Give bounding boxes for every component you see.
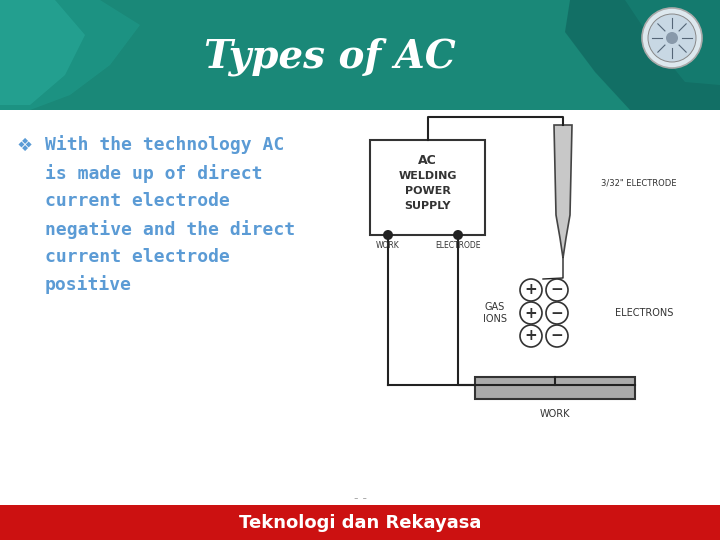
Text: WORK: WORK [540, 409, 570, 419]
Circle shape [648, 14, 696, 62]
Text: +: + [525, 282, 537, 298]
Circle shape [546, 302, 568, 324]
Bar [370, 140, 485, 235]
Polygon shape [554, 125, 572, 258]
Text: 3/32" ELECTRODE: 3/32" ELECTRODE [601, 179, 677, 187]
Text: GAS
IONS: GAS IONS [483, 302, 507, 324]
Circle shape [546, 279, 568, 301]
Bar [0, 0, 720, 110]
Bar [475, 377, 635, 399]
Text: ELECTRODE: ELECTRODE [436, 241, 481, 250]
Text: +: + [525, 306, 537, 321]
Circle shape [546, 325, 568, 347]
Polygon shape [0, 0, 140, 110]
Text: - -: - - [354, 491, 366, 504]
Text: AC: AC [418, 153, 437, 166]
Polygon shape [0, 0, 85, 105]
Circle shape [383, 230, 393, 240]
Circle shape [453, 230, 463, 240]
Text: WELDING: WELDING [398, 171, 456, 181]
Text: POWER: POWER [405, 186, 451, 196]
Circle shape [520, 325, 542, 347]
Polygon shape [625, 0, 720, 85]
Text: −: − [551, 328, 563, 343]
Text: ❖: ❖ [17, 137, 33, 155]
Text: With the technology AC
is made up of direct
current electrode
negative and the d: With the technology AC is made up of dir… [45, 135, 295, 294]
Text: Teknologi dan Rekayasa: Teknologi dan Rekayasa [239, 514, 481, 531]
Text: Types of AC: Types of AC [204, 38, 456, 76]
Text: ELECTRONS: ELECTRONS [615, 308, 673, 318]
Polygon shape [565, 0, 720, 110]
Text: −: − [551, 282, 563, 298]
Text: WORK: WORK [376, 241, 400, 250]
Circle shape [520, 302, 542, 324]
Text: −: − [551, 306, 563, 321]
Bar [0, 505, 720, 540]
Bar [0, 110, 720, 505]
Circle shape [520, 279, 542, 301]
Circle shape [666, 32, 678, 44]
Text: +: + [525, 328, 537, 343]
Circle shape [642, 8, 702, 68]
Text: SUPPLY: SUPPLY [404, 201, 451, 211]
